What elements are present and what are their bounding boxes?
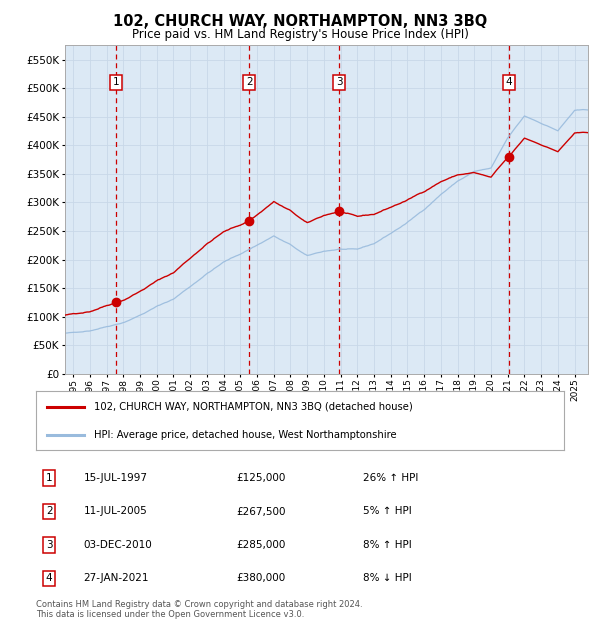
Text: 03-DEC-2010: 03-DEC-2010: [83, 540, 152, 550]
Text: HPI: Average price, detached house, West Northamptonshire: HPI: Average price, detached house, West…: [94, 430, 397, 440]
Text: 26% ↑ HPI: 26% ↑ HPI: [364, 473, 419, 483]
Text: £125,000: £125,000: [236, 473, 286, 483]
Text: 3: 3: [336, 78, 343, 87]
Text: 1: 1: [46, 473, 53, 483]
Text: Price paid vs. HM Land Registry's House Price Index (HPI): Price paid vs. HM Land Registry's House …: [131, 28, 469, 40]
Text: 4: 4: [506, 78, 512, 87]
Text: 11-JUL-2005: 11-JUL-2005: [83, 507, 147, 516]
Text: 2: 2: [246, 78, 253, 87]
Text: 8% ↓ HPI: 8% ↓ HPI: [364, 574, 412, 583]
Text: £285,000: £285,000: [236, 540, 286, 550]
Text: £380,000: £380,000: [236, 574, 286, 583]
Text: 1: 1: [112, 78, 119, 87]
Text: 102, CHURCH WAY, NORTHAMPTON, NN3 3BQ (detached house): 102, CHURCH WAY, NORTHAMPTON, NN3 3BQ (d…: [94, 402, 413, 412]
Text: 4: 4: [46, 574, 53, 583]
Text: 8% ↑ HPI: 8% ↑ HPI: [364, 540, 412, 550]
Text: 15-JUL-1997: 15-JUL-1997: [83, 473, 148, 483]
Text: 27-JAN-2021: 27-JAN-2021: [83, 574, 149, 583]
Text: 102, CHURCH WAY, NORTHAMPTON, NN3 3BQ: 102, CHURCH WAY, NORTHAMPTON, NN3 3BQ: [113, 14, 487, 29]
Text: 5% ↑ HPI: 5% ↑ HPI: [364, 507, 412, 516]
Text: 2: 2: [46, 507, 53, 516]
Text: 3: 3: [46, 540, 53, 550]
Text: £267,500: £267,500: [236, 507, 286, 516]
Text: Contains HM Land Registry data © Crown copyright and database right 2024.
This d: Contains HM Land Registry data © Crown c…: [36, 600, 362, 619]
